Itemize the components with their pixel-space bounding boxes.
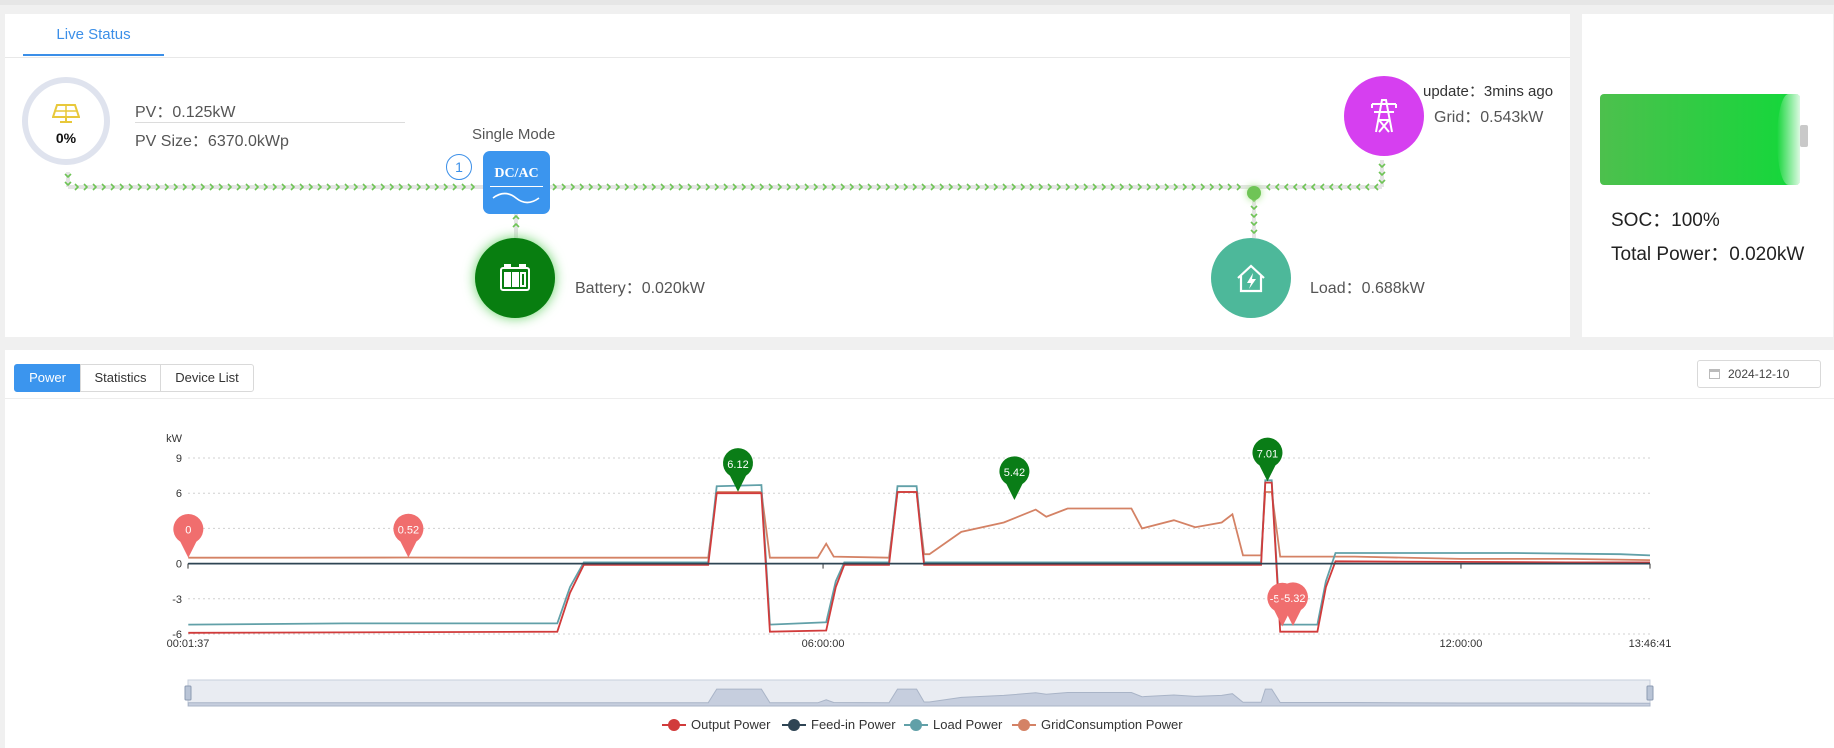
marker-label: -5.32 [1280,593,1305,605]
y-tick-label: 6 [176,488,182,500]
battery-soc: SOC：100% [1611,210,1720,231]
grid-node[interactable] [1344,76,1424,156]
marker-label: 7.01 [1257,448,1278,460]
top-bar [0,0,1834,5]
pv-power: PV：0.125kW [135,104,236,121]
flow-chevrons-pv [64,173,72,187]
inverter-count-badge: 1 [446,154,472,180]
legend-label: Output Power [691,717,771,732]
series-line-gridconsumption-power[interactable] [188,491,1651,561]
pv-size: PV Size：6370.0kWp [135,133,289,150]
tab-device-list[interactable]: Device List [160,364,254,392]
legend-swatch [782,718,806,732]
flow-chevrons-pv-to-inverter [74,183,476,191]
battery-power: Battery：0.020kW [575,280,705,297]
chart-toolbar-divider [5,398,1834,399]
live-status-panel: Live Status 0% PV：0.125kW PV Size：6370.0… [5,14,1570,337]
x-tick-label: 12:00:00 [1440,638,1483,650]
legend-swatch [904,718,928,732]
legend-label: Feed-in Power [811,717,896,732]
marker-label: 0 [185,525,191,537]
zoom-handle-right[interactable] [1646,685,1654,701]
flow-chevrons-grid [1378,163,1386,185]
date-value: 2024-12-10 [1728,367,1790,381]
energy-flow-lines [64,160,1386,238]
load-junction-dot [1247,186,1261,200]
load-power: Load：0.688kW [1310,280,1425,297]
legend-output-power[interactable]: Output Power [662,717,771,732]
battery-level-gauge [1600,94,1800,185]
power-tower-icon [1371,99,1397,133]
y-tick-label: 9 [176,453,182,465]
zoom-handle-left[interactable] [184,685,192,701]
legend-feed-in-power[interactable]: Feed-in Power [782,717,896,732]
dc-ac-divider [490,186,543,187]
marker-label: 5.42 [1004,467,1025,479]
flow-chevrons-battery [512,214,520,228]
grid-power: Grid：0.543kW [1434,109,1544,126]
chart-panel: Power Statistics Device List 2024-12-10 … [5,350,1834,748]
tab-power[interactable]: Power [14,364,81,392]
y-tick-label: -6 [172,629,182,641]
series-line-output-power[interactable] [188,481,1650,634]
data-marker[interactable]: -5.32 [1277,582,1308,627]
pv-node[interactable]: 0% [22,77,110,165]
date-picker[interactable]: 2024-12-10 [1697,360,1821,388]
battery-total-power: Total Power：0.020kW [1611,244,1805,265]
y-axis-label: kW [166,433,183,445]
data-marker[interactable]: 6.12 [722,448,753,492]
legend-load-power[interactable]: Load Power [904,717,1002,732]
x-tick-label: 13:46:41 [1629,638,1672,650]
legend-gridconsumption-power[interactable]: GridConsumption Power [1012,717,1183,732]
marker-label: 0.52 [398,524,419,536]
power-line-chart[interactable]: 9630-3-6kW00:01:3706:00:0012:00:0013:46:… [5,350,1834,748]
legend-swatch [1012,718,1036,732]
tab-divider [5,57,1570,58]
battery-icon [500,264,530,291]
marker-label: 6.12 [727,459,748,471]
solar-panel-icon [52,104,80,123]
data-marker[interactable]: 5.42 [999,456,1030,501]
series-line-load-power[interactable] [188,479,1651,626]
battery-cap [1800,125,1808,147]
battery-shine [1777,94,1800,185]
battery-status-panel: SOC：100% Total Power：0.020kW [1582,14,1833,337]
legend-swatch [662,718,686,732]
dc-ac-label: DC/AC [494,166,539,181]
pv-percent: 0% [55,130,77,146]
flow-chevrons-grid-to-load [1265,183,1379,191]
x-tick-label: 00:01:37 [167,638,210,650]
tab-statistics[interactable]: Statistics [80,364,161,392]
calendar-icon [1709,369,1720,379]
legend-label: GridConsumption Power [1041,717,1183,732]
inverter-mode: Single Mode [472,126,556,143]
dc-ac-inverter-icon [492,192,540,204]
flow-chevrons-load [1250,197,1258,235]
grid-update-time: update：3mins ago [1423,83,1554,100]
tab-live-status[interactable]: Live Status [23,14,164,56]
inverter-node[interactable]: DC/AC [483,151,550,214]
zoom-slider-preview [187,688,1651,707]
y-tick-label: -3 [172,594,182,606]
x-tick-label: 06:00:00 [802,638,845,650]
data-marker[interactable]: 0 [173,514,204,558]
battery-node[interactable] [475,238,555,318]
load-node[interactable] [1211,238,1291,318]
pv-divider [135,122,405,123]
data-marker[interactable]: 7.01 [1252,437,1283,482]
legend-label: Load Power [933,717,1003,732]
house-lightning-icon [1237,264,1265,293]
data-marker[interactable]: 0.52 [393,513,424,558]
y-tick-label: 0 [176,559,182,571]
flow-chevrons-inverter-to-load [552,183,1242,191]
